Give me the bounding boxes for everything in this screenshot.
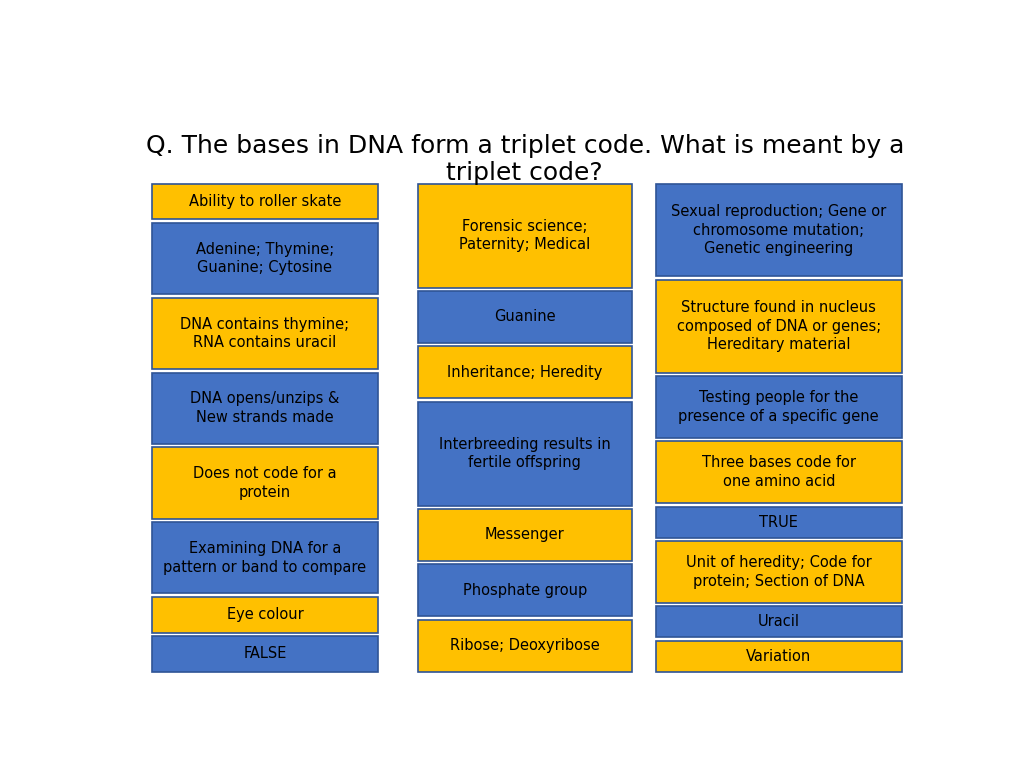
Text: TRUE: TRUE	[760, 515, 798, 530]
Text: Uracil: Uracil	[758, 614, 800, 629]
FancyBboxPatch shape	[418, 402, 632, 505]
Text: Does not code for a
protein: Does not code for a protein	[194, 466, 337, 500]
FancyBboxPatch shape	[418, 291, 632, 343]
Text: Sexual reproduction; Gene or
chromosome mutation;
Genetic engineering: Sexual reproduction; Gene or chromosome …	[671, 204, 887, 257]
Text: Inheritance; Heredity: Inheritance; Heredity	[447, 365, 602, 380]
FancyBboxPatch shape	[418, 346, 632, 399]
FancyBboxPatch shape	[152, 298, 378, 369]
Text: Phosphate group: Phosphate group	[463, 583, 587, 598]
FancyBboxPatch shape	[152, 372, 378, 444]
Text: Ability to roller skate: Ability to roller skate	[188, 194, 341, 209]
FancyBboxPatch shape	[152, 636, 378, 672]
FancyBboxPatch shape	[418, 509, 632, 561]
FancyBboxPatch shape	[655, 184, 902, 276]
Text: Examining DNA for a
pattern or band to compare: Examining DNA for a pattern or band to c…	[164, 541, 367, 574]
FancyBboxPatch shape	[418, 620, 632, 672]
FancyBboxPatch shape	[655, 376, 902, 438]
Text: Testing people for the
presence of a specific gene: Testing people for the presence of a spe…	[679, 390, 879, 424]
Text: Unit of heredity; Code for
protein; Section of DNA: Unit of heredity; Code for protein; Sect…	[686, 555, 871, 589]
FancyBboxPatch shape	[418, 564, 632, 616]
Text: Guanine: Guanine	[494, 310, 556, 324]
FancyBboxPatch shape	[655, 541, 902, 603]
FancyBboxPatch shape	[152, 597, 378, 633]
Text: FALSE: FALSE	[244, 647, 287, 661]
Text: Three bases code for
one amino acid: Three bases code for one amino acid	[701, 455, 856, 489]
FancyBboxPatch shape	[655, 507, 902, 538]
FancyBboxPatch shape	[655, 607, 902, 637]
FancyBboxPatch shape	[152, 223, 378, 294]
FancyBboxPatch shape	[418, 184, 632, 287]
Text: Ribose; Deoxyribose: Ribose; Deoxyribose	[450, 638, 600, 654]
Text: DNA contains thymine;
RNA contains uracil: DNA contains thymine; RNA contains uraci…	[180, 316, 349, 350]
Text: Structure found in nucleus
composed of DNA or genes;
Hereditary material: Structure found in nucleus composed of D…	[677, 300, 881, 353]
FancyBboxPatch shape	[152, 184, 378, 220]
Text: Interbreeding results in
fertile offspring: Interbreeding results in fertile offspri…	[439, 437, 610, 471]
FancyBboxPatch shape	[152, 522, 378, 594]
Text: Forensic science;
Paternity; Medical: Forensic science; Paternity; Medical	[459, 219, 591, 253]
Text: Eye colour: Eye colour	[226, 607, 303, 622]
FancyBboxPatch shape	[152, 447, 378, 518]
Text: Adenine; Thymine;
Guanine; Cytosine: Adenine; Thymine; Guanine; Cytosine	[196, 242, 334, 276]
Text: DNA opens/unzips &
New strands made: DNA opens/unzips & New strands made	[190, 392, 340, 425]
FancyBboxPatch shape	[655, 280, 902, 372]
FancyBboxPatch shape	[655, 442, 902, 503]
Text: Messenger: Messenger	[485, 528, 564, 542]
Text: Q. The bases in DNA form a triplet code. What is meant by a
triplet code?: Q. The bases in DNA form a triplet code.…	[145, 134, 904, 185]
FancyBboxPatch shape	[655, 641, 902, 672]
Text: Variation: Variation	[746, 649, 811, 664]
